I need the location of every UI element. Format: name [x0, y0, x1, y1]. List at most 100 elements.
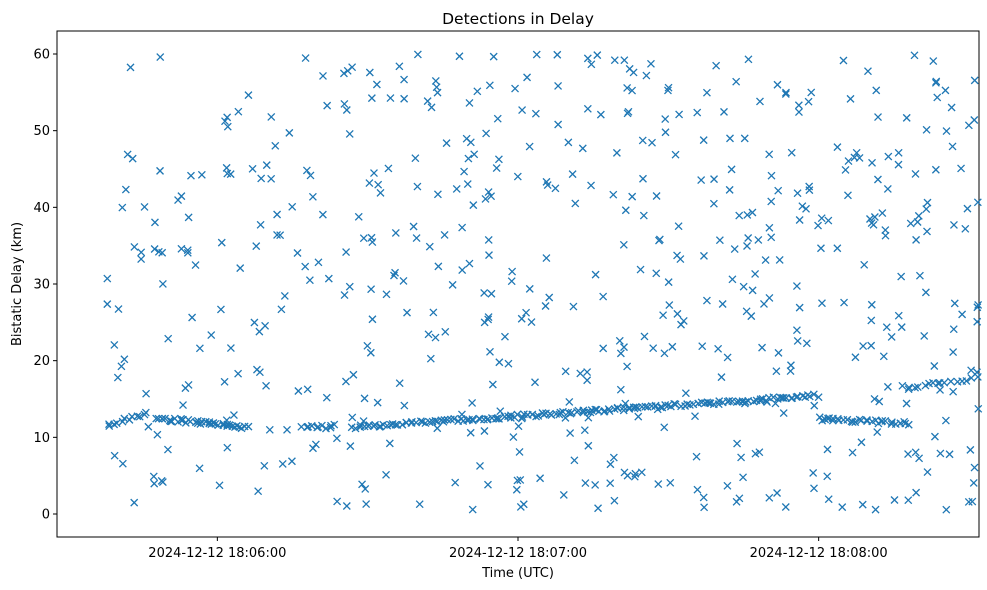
detection-point — [814, 221, 822, 230]
detection-point — [815, 413, 824, 422]
detection-point — [301, 262, 310, 271]
detection-point — [164, 334, 173, 343]
detection-point — [710, 175, 718, 184]
detection-point — [931, 78, 940, 87]
detection-point — [898, 381, 907, 390]
detection-point — [883, 382, 892, 391]
detection-point — [254, 487, 263, 496]
detection-point — [852, 148, 861, 157]
detection-point — [774, 186, 783, 195]
detection-point — [665, 301, 674, 309]
detection-point — [141, 408, 150, 417]
detection-point — [828, 416, 837, 425]
detection-point — [161, 414, 170, 423]
detection-point — [504, 359, 513, 368]
detection-point — [946, 377, 955, 386]
detection-point — [495, 414, 503, 423]
detection-point — [480, 318, 489, 327]
detection-point — [818, 299, 826, 308]
detection-point — [177, 192, 186, 201]
detection-point — [735, 211, 744, 220]
x-tick-label: 2024-12-12 18:07:00 — [449, 546, 587, 561]
detection-point — [370, 169, 378, 178]
detection-point — [693, 108, 702, 117]
detection-point — [583, 376, 592, 385]
detection-point — [110, 340, 119, 349]
detection-point — [195, 464, 204, 473]
detection-point — [528, 410, 537, 419]
detection-point — [671, 150, 680, 159]
detection-point — [324, 274, 333, 283]
detection-point — [465, 259, 474, 268]
detection-point — [512, 485, 521, 494]
detection-point — [342, 106, 351, 114]
detection-point — [848, 448, 857, 457]
detection-point — [166, 417, 175, 426]
detection-point — [950, 299, 959, 308]
detection-point — [531, 378, 539, 387]
detection-point — [923, 468, 932, 477]
detection-point — [964, 497, 973, 506]
detection-point — [615, 336, 624, 345]
detection-point — [426, 354, 435, 363]
detection-point — [862, 416, 871, 424]
detection-point — [923, 198, 932, 207]
detection-point — [463, 180, 472, 188]
detection-point — [929, 378, 937, 387]
detection-point — [400, 75, 409, 84]
detection-point — [511, 84, 520, 93]
detection-point — [412, 234, 421, 242]
detection-point — [120, 414, 129, 423]
detection-point — [184, 213, 193, 222]
detection-point — [967, 366, 976, 375]
detection-point — [824, 495, 833, 504]
detection-point — [922, 205, 931, 214]
detection-point — [786, 361, 795, 370]
detection-point — [698, 342, 707, 351]
detection-point — [432, 83, 441, 92]
detection-point — [342, 502, 351, 510]
detection-point — [536, 474, 545, 483]
detection-point — [517, 314, 526, 323]
detection-point — [307, 421, 316, 430]
detection-point — [744, 234, 753, 242]
detection-point — [748, 286, 757, 295]
detection-point — [911, 169, 920, 178]
detection-point — [412, 418, 421, 427]
detection-point — [872, 86, 881, 95]
detection-point — [846, 94, 855, 103]
detection-point — [110, 451, 119, 460]
detection-point — [187, 171, 195, 180]
detection-point — [639, 211, 648, 220]
detection-point — [367, 285, 376, 294]
detection-point — [156, 53, 165, 62]
detection-point — [851, 418, 860, 427]
detection-point — [480, 289, 489, 297]
detection-point — [883, 185, 892, 193]
detection-point — [423, 97, 432, 106]
detection-point — [126, 63, 135, 72]
detection-point — [531, 109, 540, 118]
detection-point — [867, 300, 876, 309]
detection-point — [409, 222, 418, 231]
detection-point — [754, 235, 763, 244]
detection-point — [961, 224, 970, 233]
detection-point — [725, 396, 734, 405]
detection-point — [439, 417, 448, 426]
detection-point — [382, 290, 391, 299]
detection-point — [283, 425, 291, 434]
detection-point — [399, 276, 408, 285]
detection-point — [354, 212, 363, 221]
detection-point — [792, 282, 801, 291]
detection-point — [144, 422, 153, 431]
detection-point — [623, 362, 632, 371]
detection-point — [382, 470, 391, 479]
detection-point — [466, 428, 475, 437]
detection-point — [833, 244, 842, 253]
detection-point — [787, 148, 796, 157]
detection-point — [973, 372, 982, 381]
detection-point — [450, 414, 459, 423]
detection-point — [319, 72, 327, 80]
detection-point — [559, 490, 568, 499]
